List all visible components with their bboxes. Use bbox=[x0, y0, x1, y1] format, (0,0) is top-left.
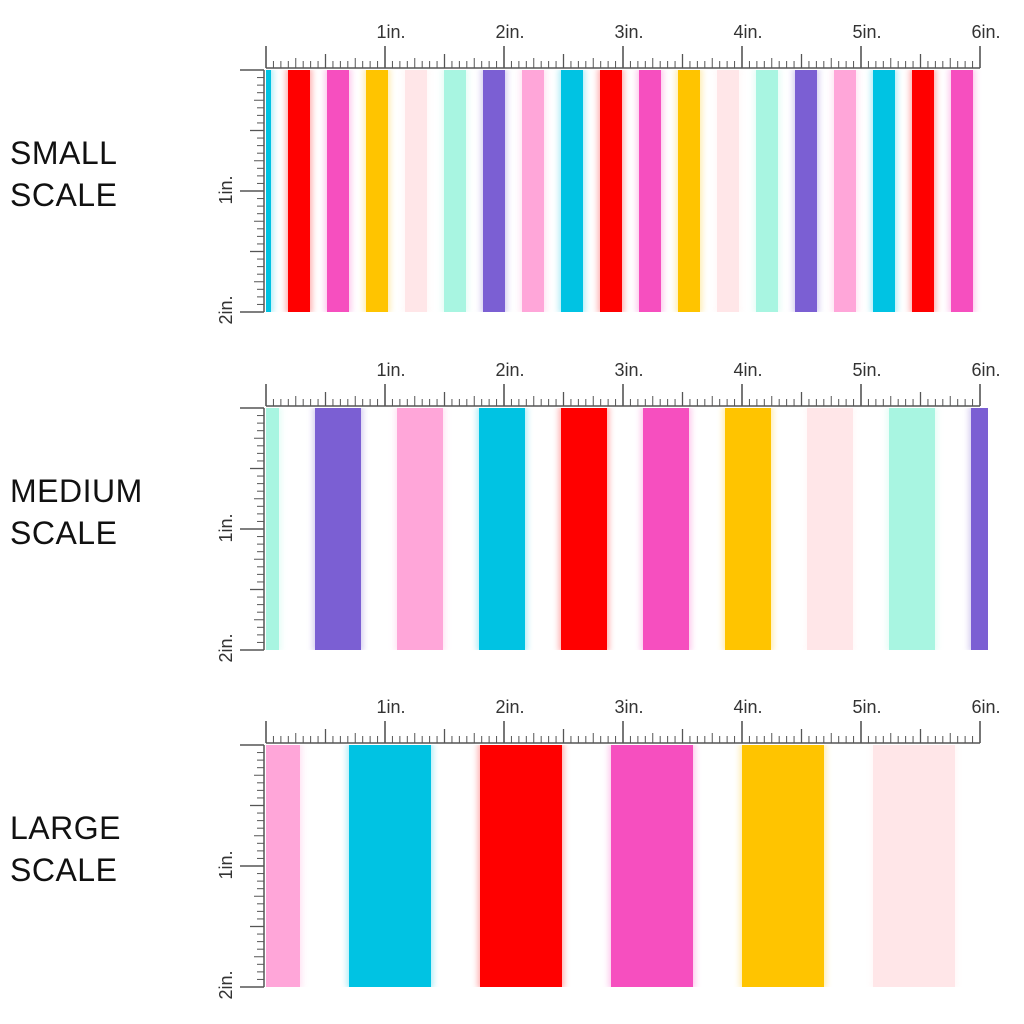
fabric-stripe bbox=[405, 70, 427, 312]
medium-scale-section: MEDIUM SCALE 1in. 2in. 3in. 4in. 5in. 6i… bbox=[0, 338, 1024, 663]
fabric-stripe bbox=[349, 745, 431, 987]
fabric-stripe bbox=[807, 408, 853, 650]
x-tick-label: 4in. bbox=[733, 22, 762, 42]
fabric-stripe bbox=[971, 408, 988, 650]
fabric-stripe bbox=[834, 70, 856, 312]
fabric-stripe bbox=[366, 70, 388, 312]
x-tick-label: 3in. bbox=[614, 697, 643, 717]
x-tick-label: 3in. bbox=[614, 22, 643, 42]
x-tick-label: 6in. bbox=[971, 697, 1000, 717]
large-scale-ruler: 1in. 2in. 3in. 4in. 5in. 6in. 1in. 2in. bbox=[216, 697, 1001, 1000]
fabric-stripe bbox=[483, 70, 505, 312]
y-tick-label: 2in. bbox=[216, 970, 236, 999]
x-tick-label: 6in. bbox=[971, 22, 1000, 42]
fabric-stripe bbox=[725, 408, 771, 650]
y-tick-label: 1in. bbox=[216, 175, 236, 204]
fabric-stripe bbox=[600, 70, 622, 312]
fabric-stripe bbox=[717, 70, 739, 312]
small-scale-fabric-swatch bbox=[266, 70, 988, 312]
fabric-stripe bbox=[643, 408, 689, 650]
medium-scale-label-line2: SCALE bbox=[10, 515, 118, 551]
y-tick-label: 1in. bbox=[216, 513, 236, 542]
fabric-stripe bbox=[873, 745, 955, 987]
medium-scale-ruler: 1in. 2in. 3in. 4in. 5in. 6in. 1in. 2in. bbox=[216, 360, 1001, 663]
small-scale-label-line1: SMALL bbox=[10, 135, 118, 171]
x-tick-label: 3in. bbox=[614, 360, 643, 380]
x-tick-label: 5in. bbox=[852, 22, 881, 42]
x-tick-label: 2in. bbox=[495, 697, 524, 717]
fabric-stripe bbox=[266, 408, 279, 650]
large-scale-label-line2: SCALE bbox=[10, 852, 118, 888]
y-tick-label: 1in. bbox=[216, 850, 236, 879]
small-scale-label-line2: SCALE bbox=[10, 177, 118, 213]
fabric-stripe bbox=[397, 408, 443, 650]
fabric-stripe bbox=[288, 70, 310, 312]
x-tick-label: 5in. bbox=[852, 697, 881, 717]
fabric-stripe bbox=[639, 70, 661, 312]
fabric-stripe bbox=[266, 745, 300, 987]
fabric-stripe bbox=[479, 408, 525, 650]
fabric-stripe bbox=[522, 70, 544, 312]
fabric-stripe bbox=[561, 408, 607, 650]
fabric-stripe bbox=[742, 745, 824, 987]
fabric-stripe bbox=[873, 70, 895, 312]
x-tick-label: 1in. bbox=[376, 360, 405, 380]
small-scale-ruler: 1in. 2in. 3in. 4in. 5in. 6in. 1in. 2in. bbox=[216, 22, 1001, 325]
fabric-stripe bbox=[480, 745, 562, 987]
fabric-stripe bbox=[912, 70, 934, 312]
large-scale-fabric-swatch bbox=[266, 745, 988, 987]
medium-scale-label-line1: MEDIUM bbox=[10, 473, 143, 509]
fabric-stripe bbox=[315, 408, 361, 650]
y-tick-label: 2in. bbox=[216, 633, 236, 662]
y-tick-label: 2in. bbox=[216, 295, 236, 324]
large-scale-label-line1: LARGE bbox=[10, 810, 121, 846]
x-tick-label: 6in. bbox=[971, 360, 1000, 380]
x-tick-label: 1in. bbox=[376, 697, 405, 717]
fabric-stripe bbox=[889, 408, 935, 650]
fabric-stripe bbox=[611, 745, 693, 987]
x-tick-label: 4in. bbox=[733, 360, 762, 380]
fabric-stripe bbox=[951, 70, 973, 312]
medium-scale-label: MEDIUM SCALE bbox=[10, 470, 143, 554]
x-tick-label: 1in. bbox=[376, 22, 405, 42]
x-tick-label: 2in. bbox=[495, 22, 524, 42]
medium-scale-fabric-swatch bbox=[266, 408, 988, 650]
x-tick-label: 5in. bbox=[852, 360, 881, 380]
large-scale-section: LARGE SCALE 1in. 2in. 3in. 4in. 5in. 6in… bbox=[0, 675, 1024, 1000]
fabric-stripe bbox=[795, 70, 817, 312]
fabric-stripe bbox=[266, 70, 271, 312]
fabric-stripe bbox=[561, 70, 583, 312]
fabric-stripe bbox=[678, 70, 700, 312]
small-scale-label: SMALL SCALE bbox=[10, 132, 117, 216]
fabric-stripe bbox=[444, 70, 466, 312]
fabric-stripe bbox=[756, 70, 778, 312]
x-tick-label: 2in. bbox=[495, 360, 524, 380]
fabric-stripe bbox=[327, 70, 349, 312]
large-scale-label: LARGE SCALE bbox=[10, 807, 121, 891]
x-tick-label: 4in. bbox=[733, 697, 762, 717]
small-scale-section: SMALL SCALE 1in. 2in. 3in. 4in. 5in. 6in… bbox=[0, 0, 1024, 325]
